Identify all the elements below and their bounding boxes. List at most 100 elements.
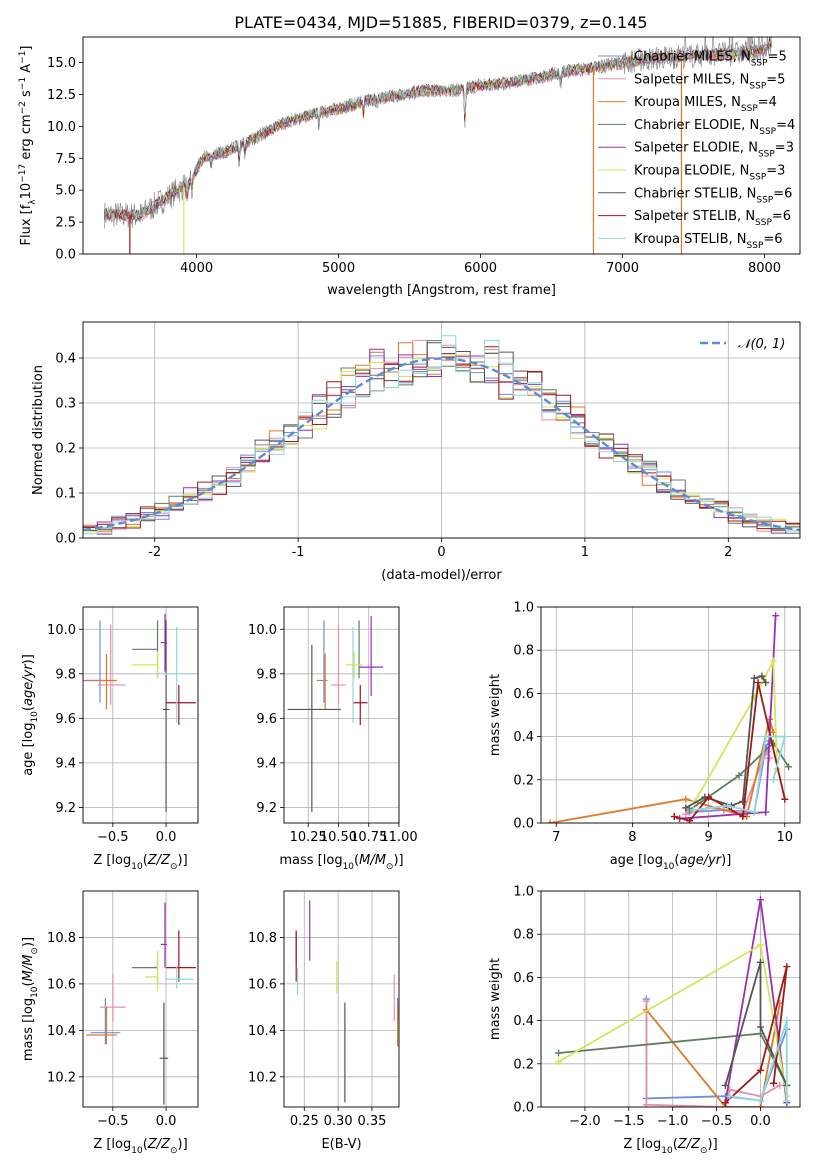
- label-part: (: [21, 706, 36, 711]
- y-tick-label: 12.5: [47, 88, 76, 103]
- label-part: Salpeter ELODIE, N: [634, 141, 758, 156]
- weight-point: [783, 1097, 791, 1105]
- label-part: Flux [f: [19, 204, 34, 245]
- x-axis-label: age [log10(age/yr)]: [610, 853, 732, 872]
- weight-point: [682, 795, 690, 803]
- y-tick-label: 10.4: [248, 1024, 277, 1039]
- y-tick-label: 0.4: [513, 1014, 534, 1029]
- y-tick-label: 1.0: [513, 885, 534, 900]
- label-part: M/M: [21, 955, 36, 982]
- weight-point: [682, 804, 690, 812]
- x-axis-label: E(B-V): [321, 1137, 361, 1152]
- label-part: Kroupa MILES, N: [634, 95, 741, 110]
- plot-area-residuals: [83, 335, 800, 535]
- errorbar-kroupa-elodie: [131, 651, 159, 679]
- axes-frame: [540, 890, 801, 1108]
- weight-line: [724, 962, 788, 1086]
- errorbar-kroupa-miles: [316, 653, 328, 710]
- label-part: mass [log: [279, 853, 342, 868]
- label-part: )]: [393, 853, 403, 868]
- label-part: (: [673, 1137, 678, 1152]
- errorbar-kroupa-miles: [86, 1007, 118, 1045]
- errorbar-kroupa-miles: [86, 653, 118, 710]
- panel-residuals: -2 -1 0 1 2 0.0 0.1 0.2 0.3 0.4 (data-model)/error…: [31, 321, 801, 583]
- label-part: Chabrier STELIB, N: [634, 186, 756, 201]
- plot-area-weight_vs_Z: [555, 896, 791, 1107]
- errorbar-kroupa-stelib: [164, 627, 194, 723]
- weight-point: [642, 997, 650, 1005]
- weight-point: [756, 1097, 764, 1105]
- x-tick-label: 0.0: [156, 1114, 177, 1129]
- legend-label-salpeter-elodie: Salpeter ELODIE, NSSP=3: [634, 141, 794, 160]
- x-tick-label: -2: [148, 545, 161, 560]
- label-part: (: [21, 981, 36, 986]
- label-part: erg cm: [19, 114, 34, 163]
- x-tick-label: 2: [724, 545, 732, 560]
- label-part: )]: [178, 1137, 188, 1152]
- weight-point: [724, 802, 732, 810]
- weight-point: [781, 795, 789, 803]
- weight-point: [726, 1092, 734, 1100]
- errorbar-salpeter-miles: [100, 974, 126, 1022]
- x-axis-label: (data-model)/error: [381, 568, 502, 583]
- label-part: =4: [776, 118, 795, 133]
- axes-frame: [82, 321, 801, 539]
- weight-point: [756, 896, 764, 904]
- y-tick-label: 10.6: [248, 977, 277, 992]
- y-tick-label: 0.6: [513, 687, 534, 702]
- label-part: −17: [18, 164, 28, 183]
- label-part: =3: [775, 141, 794, 156]
- label-part: 10: [30, 986, 40, 998]
- weight-line: [729, 1020, 788, 1102]
- label-part: Z [log: [623, 1137, 661, 1152]
- y-tick-label: 0.2: [55, 442, 76, 457]
- label-part: SSP: [749, 173, 766, 183]
- weight-point: [756, 1103, 764, 1107]
- legend-label-kroupa-elodie: Kroupa ELODIE, NSSP=3: [634, 164, 785, 183]
- x-axis-label: Z [log10(Z/Z⊙)]: [623, 1137, 717, 1156]
- y-tick-label: 0.0: [55, 248, 76, 263]
- legend-label-normal: 𝒩(0, 1): [738, 337, 785, 352]
- weight-point: [750, 808, 758, 816]
- label-part: ⊙: [30, 947, 40, 955]
- weight-point: [756, 958, 764, 966]
- label-part: M/M: [359, 853, 386, 868]
- errorbar-chabrier-miles: [90, 997, 121, 1045]
- label-part: age/yr: [21, 663, 36, 706]
- x-tick-label: 7000: [606, 261, 639, 276]
- label-part: =5: [768, 50, 787, 65]
- y-axis-label: Flux [fλ10−17 erg cm−2 s−1 A−1]: [18, 46, 38, 246]
- x-tick-label: 10: [776, 830, 793, 845]
- label-part: (: [674, 853, 679, 868]
- errorbar-kroupa-stelib: [164, 965, 194, 989]
- weight-series-kroupa-stelib: [689, 733, 789, 816]
- errorbar-chabrier-stelib: [159, 1002, 169, 1105]
- x-tick-label: 5000: [322, 261, 355, 276]
- label-part: (: [143, 1137, 148, 1152]
- y-tick-label: 0.2: [513, 1057, 534, 1072]
- x-axis-label: mass [log10(M/M⊙)]: [279, 853, 403, 872]
- y-tick-label: 10.2: [248, 1070, 277, 1085]
- label-part: ]: [19, 46, 34, 51]
- label-part: Salpeter STELIB, N: [634, 209, 755, 224]
- weight-series-kroupa-stelib: [726, 1017, 791, 1105]
- label-part: ⊙: [700, 1146, 708, 1156]
- y-tick-label: 10.8: [47, 931, 76, 946]
- weight-point: [721, 1081, 729, 1089]
- label-part: 10: [19, 183, 34, 200]
- x-tick-label: 0.35: [357, 1114, 386, 1129]
- weight-point: [689, 806, 697, 814]
- label-part: 10: [661, 1146, 673, 1156]
- label-part: ⊙: [386, 862, 394, 872]
- y-tick-label: 2.5: [55, 216, 76, 231]
- label-part: 10: [663, 862, 675, 872]
- label-part: mass [log: [21, 998, 36, 1061]
- y-tick-label: 10.0: [47, 623, 76, 638]
- label-part: =6: [772, 209, 791, 224]
- y-tick-label: 9.8: [256, 667, 277, 682]
- weight-point: [769, 657, 777, 665]
- axes-frame: [283, 890, 400, 1108]
- label-part: )]: [178, 853, 188, 868]
